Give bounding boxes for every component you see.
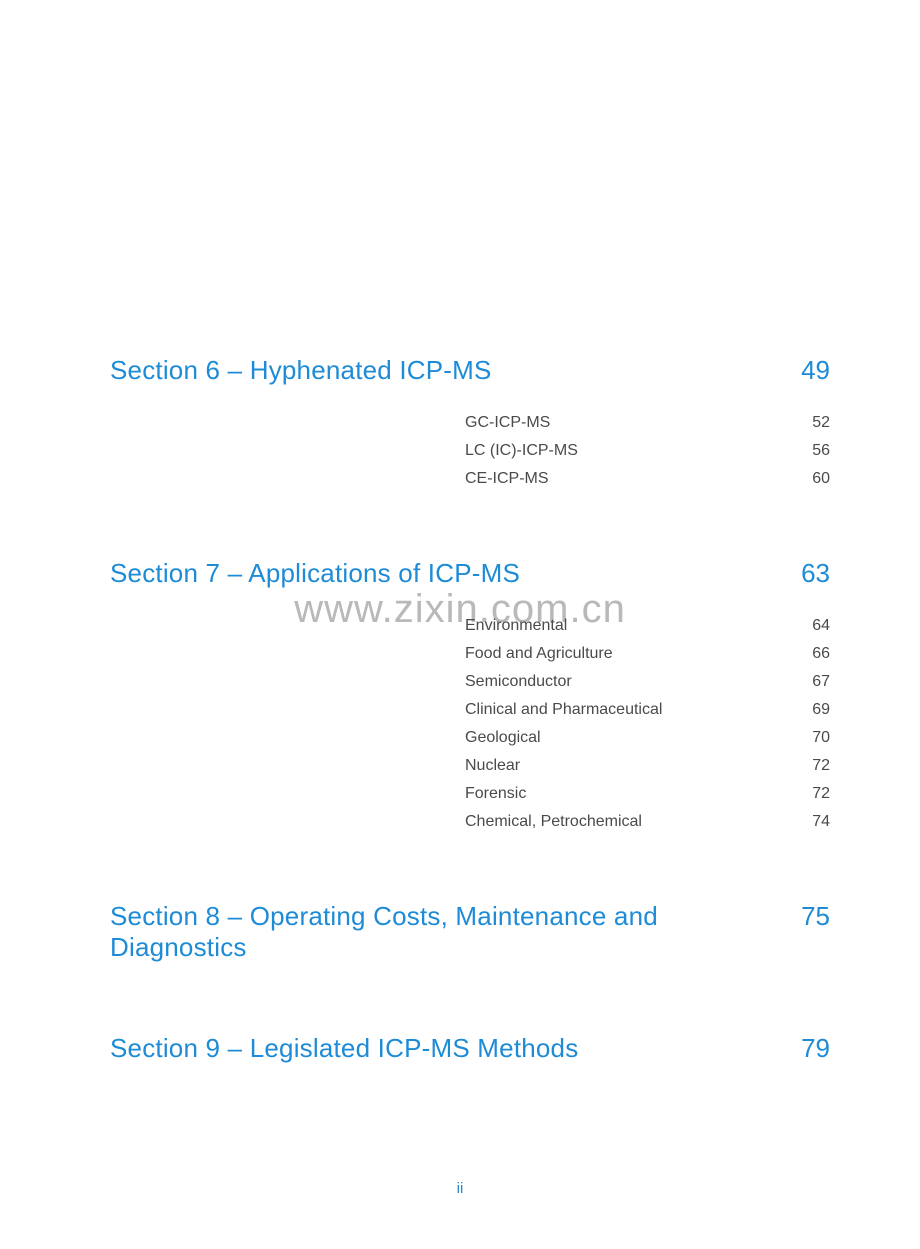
toc-entry[interactable]: Nuclear 72 — [465, 757, 830, 775]
toc-entry-label: Clinical and Pharmaceutical — [465, 701, 662, 719]
toc-entry-label: Food and Agriculture — [465, 645, 613, 663]
toc-entry-label: Chemical, Petrochemical — [465, 813, 642, 831]
toc-entry-page: 74 — [812, 813, 830, 831]
toc-section-head: Section 8 – Operating Costs, Maintenance… — [110, 901, 830, 963]
toc-section-title[interactable]: Section 9 – Legislated ICP-MS Methods — [110, 1033, 578, 1064]
toc-entry[interactable]: LC (IC)-ICP-MS 56 — [465, 442, 830, 460]
toc-entry[interactable]: Geological 70 — [465, 729, 830, 747]
toc-section-head: Section 7 – Applications of ICP-MS 63 — [110, 558, 830, 589]
toc-entry-label: LC (IC)-ICP-MS — [465, 442, 578, 460]
toc-container: Section 6 – Hyphenated ICP-MS 49 GC-ICP-MS… — [110, 355, 830, 1134]
toc-entry[interactable]: Chemical, Petrochemical 74 — [465, 813, 830, 831]
toc-entry-label: Forensic — [465, 785, 526, 803]
toc-entry-label: GC-ICP-MS — [465, 414, 550, 432]
toc-entry[interactable]: GC-ICP-MS 52 — [465, 414, 830, 432]
toc-entry-page: 66 — [812, 645, 830, 663]
toc-section-page: 63 — [801, 558, 830, 589]
toc-section: Section 6 – Hyphenated ICP-MS 49 GC-ICP-MS… — [110, 355, 830, 488]
toc-section-page: 75 — [801, 901, 830, 932]
toc-entry-page: 69 — [812, 701, 830, 719]
toc-section: Section 9 – Legislated ICP-MS Methods 79 — [110, 1033, 830, 1064]
toc-section-title[interactable]: Section 7 – Applications of ICP-MS — [110, 558, 520, 589]
toc-entry[interactable]: Forensic 72 — [465, 785, 830, 803]
toc-entry-label: CE-ICP-MS — [465, 470, 549, 488]
toc-entry[interactable]: Clinical and Pharmaceutical 69 — [465, 701, 830, 719]
toc-entry[interactable]: Semiconductor 67 — [465, 673, 830, 691]
toc-section-title[interactable]: Section 6 – Hyphenated ICP-MS — [110, 355, 492, 386]
toc-entry-page: 60 — [812, 470, 830, 488]
toc-entry-list: GC-ICP-MS 52 LC (IC)-ICP-MS 56 CE-ICP-MS 60 — [465, 414, 830, 488]
toc-section-head: Section 9 – Legislated ICP-MS Methods 79 — [110, 1033, 830, 1064]
toc-entry-label: Environmental — [465, 617, 567, 635]
toc-entry-page: 56 — [812, 442, 830, 460]
toc-entry-label: Geological — [465, 729, 541, 747]
toc-entry-page: 72 — [812, 757, 830, 775]
toc-section-title[interactable]: Section 8 – Operating Costs, Maintenance… — [110, 901, 801, 963]
toc-entry[interactable]: Environmental 64 — [465, 617, 830, 635]
toc-section: Section 7 – Applications of ICP-MS 63 Envi… — [110, 558, 830, 831]
toc-entry-page: 67 — [812, 673, 830, 691]
toc-entry[interactable]: Food and Agriculture 66 — [465, 645, 830, 663]
toc-entry-page: 64 — [812, 617, 830, 635]
toc-entry-page: 72 — [812, 785, 830, 803]
toc-entry-label: Nuclear — [465, 757, 520, 775]
toc-entry-list: Environmental 64 Food and Agriculture 66 Sem… — [465, 617, 830, 831]
toc-section-page: 49 — [801, 355, 830, 386]
toc-section: Section 8 – Operating Costs, Maintenance… — [110, 901, 830, 963]
toc-entry-page: 52 — [812, 414, 830, 432]
toc-entry-page: 70 — [812, 729, 830, 747]
toc-section-head: Section 6 – Hyphenated ICP-MS 49 — [110, 355, 830, 386]
toc-entry-label: Semiconductor — [465, 673, 572, 691]
toc-entry[interactable]: CE-ICP-MS 60 — [465, 470, 830, 488]
page-number: ii — [0, 1180, 920, 1197]
toc-section-page: 79 — [801, 1033, 830, 1064]
